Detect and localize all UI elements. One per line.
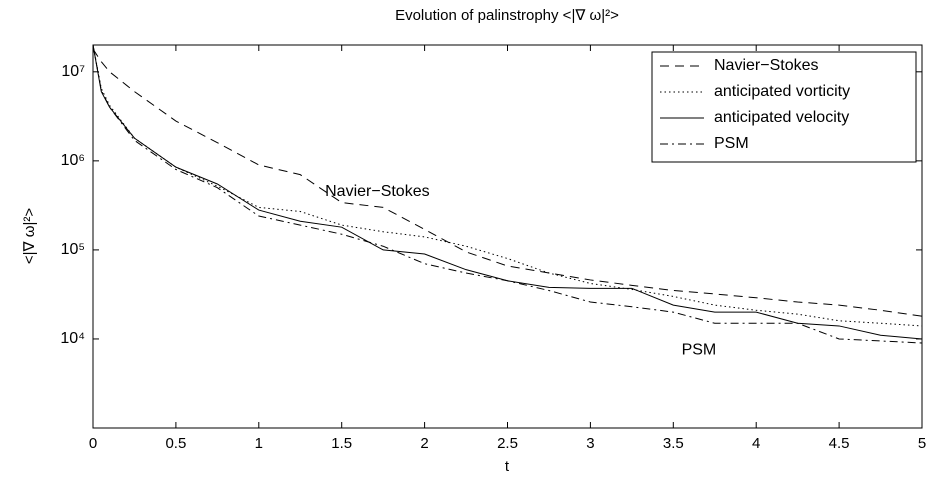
x-tick-label: 2.5 [497, 435, 518, 452]
series-line [92, 44, 923, 340]
x-tick-label: 3.5 [663, 435, 684, 452]
y-axis-label: <|∇ ω|²> [21, 208, 38, 264]
legend-label: anticipated vorticity [714, 83, 850, 100]
x-tick-label: 1.5 [331, 435, 352, 452]
legend-label: Navier−Stokes [714, 57, 819, 74]
x-tick-label: 4.5 [829, 435, 850, 452]
annotation: Navier−Stokes [325, 183, 430, 200]
x-tick-label: 3 [586, 435, 594, 452]
x-tick-label: 0.5 [165, 435, 186, 452]
x-tick-label: 2 [420, 435, 428, 452]
series-line [92, 44, 923, 344]
y-tick-label: 10⁵ [61, 241, 85, 258]
x-tick-label: 4 [752, 435, 760, 452]
y-tick-label: 10⁶ [61, 152, 85, 169]
chart-title: Evolution of palinstrophy <|∇ ω|²> [395, 7, 619, 24]
legend-label: anticipated velocity [714, 109, 849, 126]
x-tick-label: 5 [918, 435, 926, 452]
x-tick-label: 1 [255, 435, 263, 452]
x-axis-label: t [505, 458, 510, 475]
x-tick-label: 0 [89, 435, 97, 452]
series-line [92, 44, 923, 327]
series-line [92, 48, 923, 317]
annotation: PSM [682, 341, 717, 358]
legend-label: PSM [714, 135, 749, 152]
y-tick-label: 10⁷ [61, 63, 85, 80]
y-tick-label: 10⁴ [60, 330, 85, 347]
